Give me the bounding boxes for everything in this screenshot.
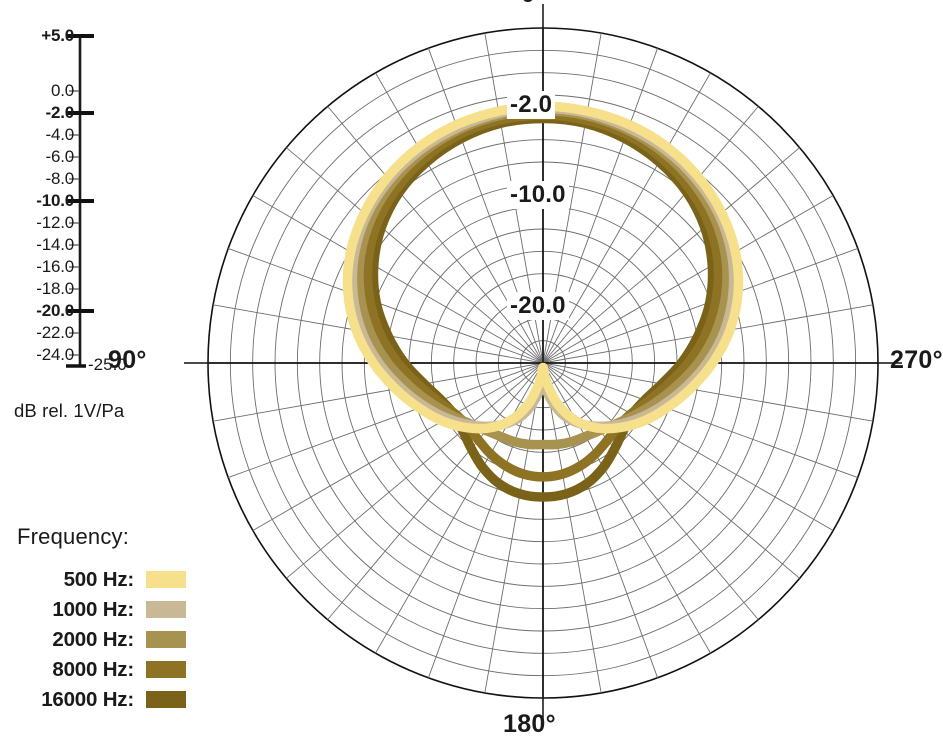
legend-item: 1000 Hz: bbox=[0, 598, 200, 624]
db-tick-label: -22.0 bbox=[36, 323, 74, 342]
series-curve bbox=[368, 113, 718, 502]
polar-ring-label: -2.0 bbox=[507, 91, 556, 120]
polar-ring-label: -20.0 bbox=[507, 292, 569, 321]
legend-color-swatch bbox=[146, 661, 186, 678]
polar-angle-label: 270° bbox=[890, 346, 943, 374]
polar-angle-label: 90° bbox=[108, 346, 147, 374]
db-tick-label: 0.0 bbox=[50, 81, 74, 100]
legend-item-label: 1000 Hz: bbox=[52, 598, 134, 621]
db-tick-label: -24.0 bbox=[36, 345, 74, 364]
legend-color-swatch bbox=[146, 571, 186, 588]
db-tick-label: -8.0 bbox=[45, 169, 75, 188]
db-axis-graphics bbox=[66, 34, 94, 368]
legend-item: 2000 Hz: bbox=[0, 628, 200, 654]
db-tick-label: -4.0 bbox=[45, 125, 75, 144]
db-scale-bottom-value: -25.0 bbox=[88, 355, 127, 374]
series-curve bbox=[362, 110, 724, 482]
legend-item: 500 Hz: bbox=[0, 568, 200, 594]
legend-item-label: 8000 Hz: bbox=[52, 658, 134, 681]
db-tick-label: -6.0 bbox=[45, 147, 75, 166]
db-scale-axis: +5.0 0.0 -2.0 -4.0 -6.0 -8.0 -10.0 -12.0 -14.0 -1… bbox=[0, 0, 160, 400]
db-tick-label: -16.0 bbox=[36, 257, 74, 276]
legend-item: 16000 Hz: bbox=[0, 688, 200, 714]
db-tick-label: -18.0 bbox=[36, 279, 74, 298]
legend-color-swatch bbox=[146, 601, 186, 618]
series-curve bbox=[354, 105, 732, 450]
db-tick-label: -12.0 bbox=[36, 213, 74, 232]
polar-ring-label: -10.0 bbox=[507, 180, 569, 209]
db-tick-label: -20.0 bbox=[36, 301, 74, 320]
legend-color-swatch bbox=[146, 631, 186, 648]
series-curve bbox=[342, 101, 744, 434]
db-tick-label: -14.0 bbox=[36, 235, 74, 254]
db-axis-caption: dB rel. 1V/Pa bbox=[14, 400, 125, 421]
legend-title: Frequency: bbox=[17, 524, 130, 549]
db-tick-label: -10.0 bbox=[36, 191, 74, 210]
legend-item-label: 500 Hz: bbox=[63, 568, 135, 591]
frequency-legend: Frequency: 500 Hz: 1000 Hz: 2000 Hz: 8000 H… bbox=[0, 524, 220, 733]
polar-angle-label: 180° bbox=[503, 710, 556, 738]
db-tick-label: +5.0 bbox=[41, 26, 74, 45]
legend-item-label: 16000 Hz: bbox=[41, 688, 134, 711]
legend-item: 8000 Hz: bbox=[0, 658, 200, 684]
legend-item-label: 2000 Hz: bbox=[52, 628, 134, 651]
db-tick-label: -2.0 bbox=[45, 103, 75, 122]
polar-angle-label: 0° bbox=[521, 0, 546, 9]
legend-color-swatch bbox=[146, 691, 186, 708]
